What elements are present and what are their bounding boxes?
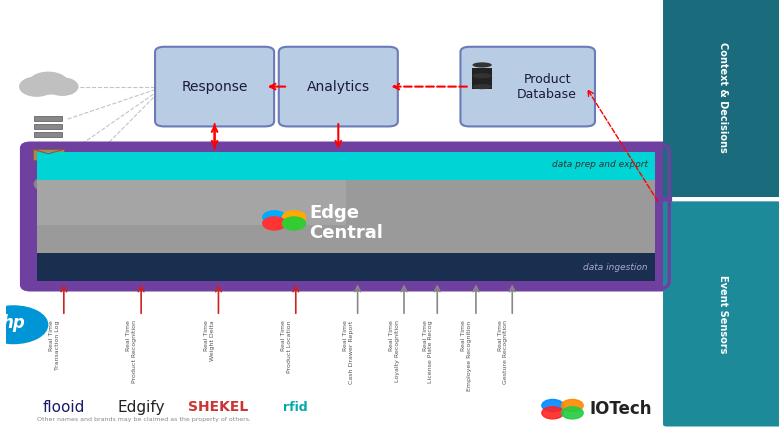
Circle shape [47,78,78,95]
Circle shape [562,400,583,412]
Text: Real Time
Employee Recognition: Real Time Employee Recognition [461,320,472,391]
Circle shape [542,400,563,412]
Bar [37,180,655,253]
Text: IOTech: IOTech [590,400,652,418]
Circle shape [34,176,62,192]
Bar [472,68,492,78]
FancyBboxPatch shape [21,143,671,290]
Circle shape [263,217,286,230]
Bar [34,132,62,137]
Ellipse shape [472,73,492,78]
Ellipse shape [472,62,492,68]
Text: Event Sensors: Event Sensors [718,275,728,353]
Text: Real Time
Product Location: Real Time Product Location [281,320,292,373]
FancyBboxPatch shape [37,253,655,281]
Text: Response: Response [182,80,248,94]
Text: Real Time
Transaction Log: Real Time Transaction Log [49,320,60,370]
FancyBboxPatch shape [279,47,398,126]
Bar [33,149,64,160]
Text: Real Time
Gesture Recognition: Real Time Gesture Recognition [498,320,509,385]
Ellipse shape [472,84,492,89]
Bar [37,180,346,225]
FancyBboxPatch shape [663,201,779,427]
Circle shape [283,211,305,224]
Text: Product
Database: Product Database [517,73,577,100]
Text: Edgify: Edgify [118,400,165,414]
Text: data prep and export: data prep and export [552,160,647,169]
Bar [472,78,492,89]
Text: Real Time
Loyalty Recognition: Real Time Loyalty Recognition [390,320,400,382]
Text: flooid: flooid [43,400,85,414]
Bar [34,124,62,129]
Text: Other names and brands may be claimed as the property of others.: Other names and brands may be claimed as… [37,417,251,422]
Text: hp: hp [2,313,26,332]
Bar [34,116,62,121]
Text: Real Time
Product Recognition: Real Time Product Recognition [126,320,137,383]
FancyBboxPatch shape [155,47,274,126]
Circle shape [19,77,54,96]
Text: Context & Decisions: Context & Decisions [718,42,728,153]
Circle shape [283,217,305,230]
FancyBboxPatch shape [37,152,655,180]
Circle shape [0,305,48,344]
Text: Real Time
License Plate Recog: Real Time License Plate Recog [422,320,433,383]
FancyBboxPatch shape [460,47,595,126]
Circle shape [29,72,68,94]
Text: Edge
Central: Edge Central [309,204,382,242]
Text: rfid: rfid [284,401,308,414]
Text: Real Time
Cash Drawer Report: Real Time Cash Drawer Report [343,320,354,384]
Text: SHEKEL: SHEKEL [189,400,249,414]
Text: data ingestion: data ingestion [583,263,647,272]
Circle shape [263,211,286,224]
Circle shape [542,407,563,419]
FancyBboxPatch shape [663,0,779,197]
Text: Analytics: Analytics [307,80,370,94]
Circle shape [562,407,583,419]
Text: Real Time
Weight Delta: Real Time Weight Delta [204,320,214,361]
